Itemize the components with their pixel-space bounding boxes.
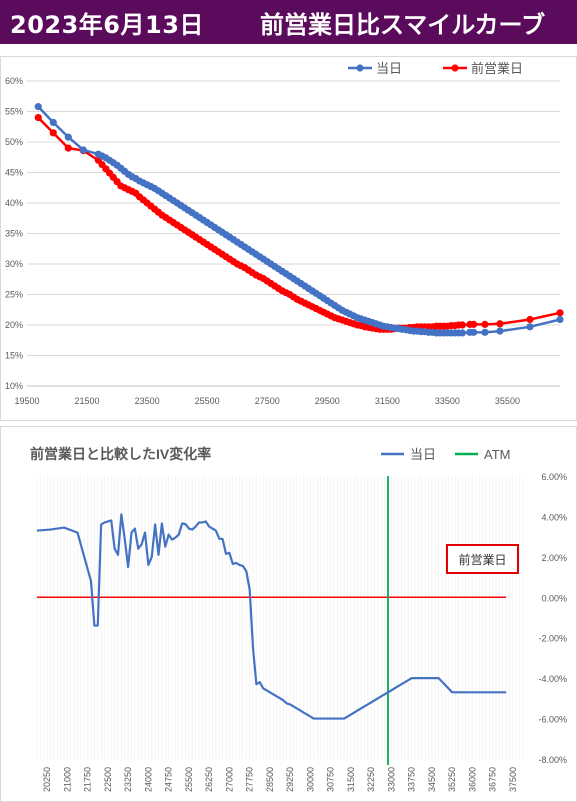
- x-tick-label: 21500: [75, 396, 100, 406]
- x-tick-label: 33000: [386, 767, 396, 792]
- legend-label: 当日: [410, 447, 436, 462]
- x-tick-label: 33750: [407, 767, 417, 792]
- y-tick-label: 4.00%: [541, 512, 567, 522]
- x-axis-ticks: 20250 21000 21750 22500 23250 24000 24750 25500…: [42, 767, 518, 792]
- y-tick-label: -4.00%: [538, 674, 567, 684]
- data-point: [496, 327, 504, 335]
- data-point: [526, 323, 534, 331]
- x-tick-label: 21750: [83, 767, 93, 792]
- x-tick-label: 22500: [103, 767, 113, 792]
- annotation-label: 前営業日: [458, 552, 506, 567]
- y-tick-label: 30%: [5, 259, 23, 269]
- x-tick-label: 23500: [135, 396, 160, 406]
- x-tick-label: 37500: [508, 767, 518, 792]
- y-tick-label: 55%: [5, 107, 23, 117]
- header-bar: 2023年6月13日 前営業日比スマイルカーブ: [0, 0, 577, 44]
- y-tick-label: 40%: [5, 198, 23, 208]
- y-tick-label: 35%: [5, 229, 23, 239]
- data-point: [458, 329, 467, 337]
- x-tick-label: 29250: [285, 767, 295, 792]
- x-tick-label: 36000: [467, 767, 477, 792]
- y-tick-label: 6.00%: [541, 472, 567, 482]
- x-tick-label: 25500: [195, 396, 220, 406]
- y-tick-label: 0.00%: [541, 593, 567, 603]
- x-tick-label: 35500: [495, 396, 520, 406]
- data-point: [470, 320, 478, 328]
- data-point: [470, 328, 478, 336]
- series-layer: [36, 476, 507, 765]
- x-tick-label: 30000: [305, 767, 315, 792]
- legend-label: 当日: [376, 61, 402, 76]
- x-tick-label: 27750: [245, 767, 255, 792]
- data-point: [34, 114, 42, 122]
- x-tick-label: 20250: [42, 767, 52, 792]
- x-tick-label: 31500: [346, 767, 356, 792]
- data-point: [64, 144, 72, 152]
- x-tick-label: 24750: [164, 767, 174, 792]
- grid: [36, 476, 524, 759]
- y-tick-label: 60%: [5, 76, 23, 86]
- y-tick-label: 20%: [5, 320, 23, 330]
- annotation: 前営業日: [446, 544, 519, 574]
- series-line: [36, 513, 507, 720]
- legend-label: ATM: [484, 447, 510, 462]
- legend-label: 前営業日: [471, 61, 523, 76]
- x-tick-label: 30750: [326, 767, 336, 792]
- chart-title: 前営業日と比較したIV変化率: [30, 446, 211, 462]
- data-point: [556, 309, 564, 317]
- x-tick-label: 27500: [255, 396, 280, 406]
- date-label: 2023年6月13日: [10, 11, 204, 39]
- grid: [27, 80, 560, 387]
- y-tick-label: 2.00%: [541, 553, 567, 563]
- y-tick-label: 15%: [5, 351, 23, 361]
- y-tick-label: 10%: [5, 381, 23, 391]
- data-point: [458, 321, 467, 329]
- x-tick-label: 29500: [315, 396, 340, 406]
- y-axis-ticks: 6.00% 4.00% 2.00% 0.00% -2.00% -4.00% -6.00% -8…: [538, 472, 567, 765]
- data-point: [481, 328, 489, 336]
- data-point: [34, 103, 42, 111]
- legend: 当日 ATM: [381, 447, 510, 462]
- legend-marker: [356, 64, 364, 72]
- x-tick-label: 21000: [62, 767, 72, 792]
- x-tick-label: 35250: [447, 767, 457, 792]
- smile-curve-chart: 10% 15% 20% 25% 30% 35% 40% 45% 50% 55% 60% 19500 2…: [0, 56, 577, 421]
- x-tick-label: 24000: [143, 767, 153, 792]
- data-point: [526, 315, 534, 324]
- x-tick-label: 28500: [265, 767, 275, 792]
- x-tick-label: 23250: [123, 767, 133, 792]
- data-point: [49, 118, 57, 127]
- y-tick-label: 25%: [5, 290, 23, 300]
- data-point: [481, 320, 489, 328]
- y-axis-ticks: 10% 15% 20% 25% 30% 35% 40% 45% 50% 55% 60%: [5, 76, 23, 391]
- x-tick-label: 34500: [427, 767, 437, 792]
- y-tick-label: -2.00%: [538, 634, 567, 644]
- x-tick-label: 19500: [14, 396, 39, 406]
- y-tick-label: 45%: [5, 168, 23, 178]
- x-tick-label: 31500: [375, 396, 400, 406]
- legend: 当日 前営業日: [348, 61, 523, 76]
- data-point: [79, 146, 87, 154]
- x-axis-ticks: 19500 21500 23500 25500 27500 29500 31500 33500…: [14, 396, 519, 406]
- series-layer: [34, 103, 564, 337]
- chart-page-title: 前営業日比スマイルカーブ: [260, 11, 546, 39]
- data-point: [556, 315, 564, 324]
- x-tick-label: 33500: [435, 396, 460, 406]
- data-point: [64, 133, 72, 141]
- x-tick-label: 25500: [184, 767, 194, 792]
- x-tick-label: 27000: [224, 767, 234, 792]
- y-tick-label: -6.00%: [538, 715, 567, 725]
- y-tick-label: -8.00%: [538, 755, 567, 765]
- y-tick-label: 50%: [5, 137, 23, 147]
- x-tick-label: 36750: [488, 767, 498, 792]
- x-tick-label: 26250: [204, 767, 214, 792]
- annotation-box: [446, 544, 519, 574]
- x-tick-label: 32250: [366, 767, 376, 792]
- iv-change-chart: 前営業日と比較したIV変化率 6.00% 4.00% 2.00% 0.00% -2.00…: [0, 426, 577, 802]
- data-point: [496, 320, 504, 328]
- data-point: [49, 129, 57, 137]
- legend-marker: [451, 64, 459, 72]
